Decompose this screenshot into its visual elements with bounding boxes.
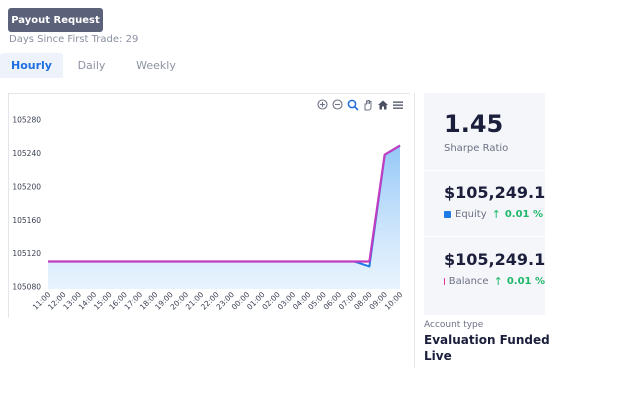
tab-weekly[interactable]: Weekly [136,59,176,72]
equity-balance-chart: 10508010512010516010520010524010528011:0… [12,116,405,312]
equity-legend: Equity ↑ 0.01 % [444,208,545,221]
account-type-label: Account type [424,320,484,330]
chart-frame [8,93,410,318]
y-tick-label: 105160 [12,216,41,225]
balance-legend: Balance ↑ 0.01 % [444,275,545,288]
equity-change: 0.01 % [504,209,544,220]
panel-divider [414,93,415,368]
equity-value: $105,249.11 [444,183,545,202]
sharpe-ratio-label: Sharpe Ratio [444,143,509,154]
days-since-first-trade: Days Since First Trade: 29 [9,34,138,45]
timeframe-tabs: Hourly Daily Weekly [0,53,192,78]
arrow-up-icon: ↑ [493,275,503,288]
magnifier-icon[interactable] [346,98,359,111]
stats-separator [424,170,545,171]
days-since-value: 29 [125,34,139,45]
account-type-value: Evaluation Funded Live [424,333,550,363]
balance-label: Balance [448,276,489,287]
zoom-in-icon[interactable] [316,98,329,111]
balance-change: 0.01 % [506,276,545,287]
days-since-label: Days Since First Trade: [9,34,123,45]
menu-icon[interactable] [391,98,404,111]
home-icon[interactable] [376,98,389,111]
y-tick-label: 105240 [12,149,41,158]
equity-color-swatch [444,211,451,218]
equity-area [48,145,400,289]
equity-series-line [48,144,401,268]
y-tick-label: 105200 [12,182,41,191]
arrow-up-icon: ↑ [491,208,501,221]
balance-value: $105,249.11 [444,250,545,269]
y-tick-label: 105080 [12,282,41,291]
tab-daily[interactable]: Daily [77,59,106,72]
payout-request-button[interactable]: Payout Request [8,8,103,32]
zoom-out-icon[interactable] [331,98,344,111]
balance-color-swatch [444,278,445,285]
x-tick-label: 10:00 [383,290,405,312]
pan-hand-icon[interactable] [361,98,374,111]
balance-series-line [48,144,401,263]
tab-hourly[interactable]: Hourly [0,53,63,78]
sharpe-ratio-value: 1.45 [444,110,504,138]
equity-label: Equity [455,209,487,220]
y-tick-label: 105120 [12,249,41,258]
stats-separator [424,236,545,237]
chart-toolbar [316,98,404,112]
y-tick-label: 105280 [12,116,41,125]
